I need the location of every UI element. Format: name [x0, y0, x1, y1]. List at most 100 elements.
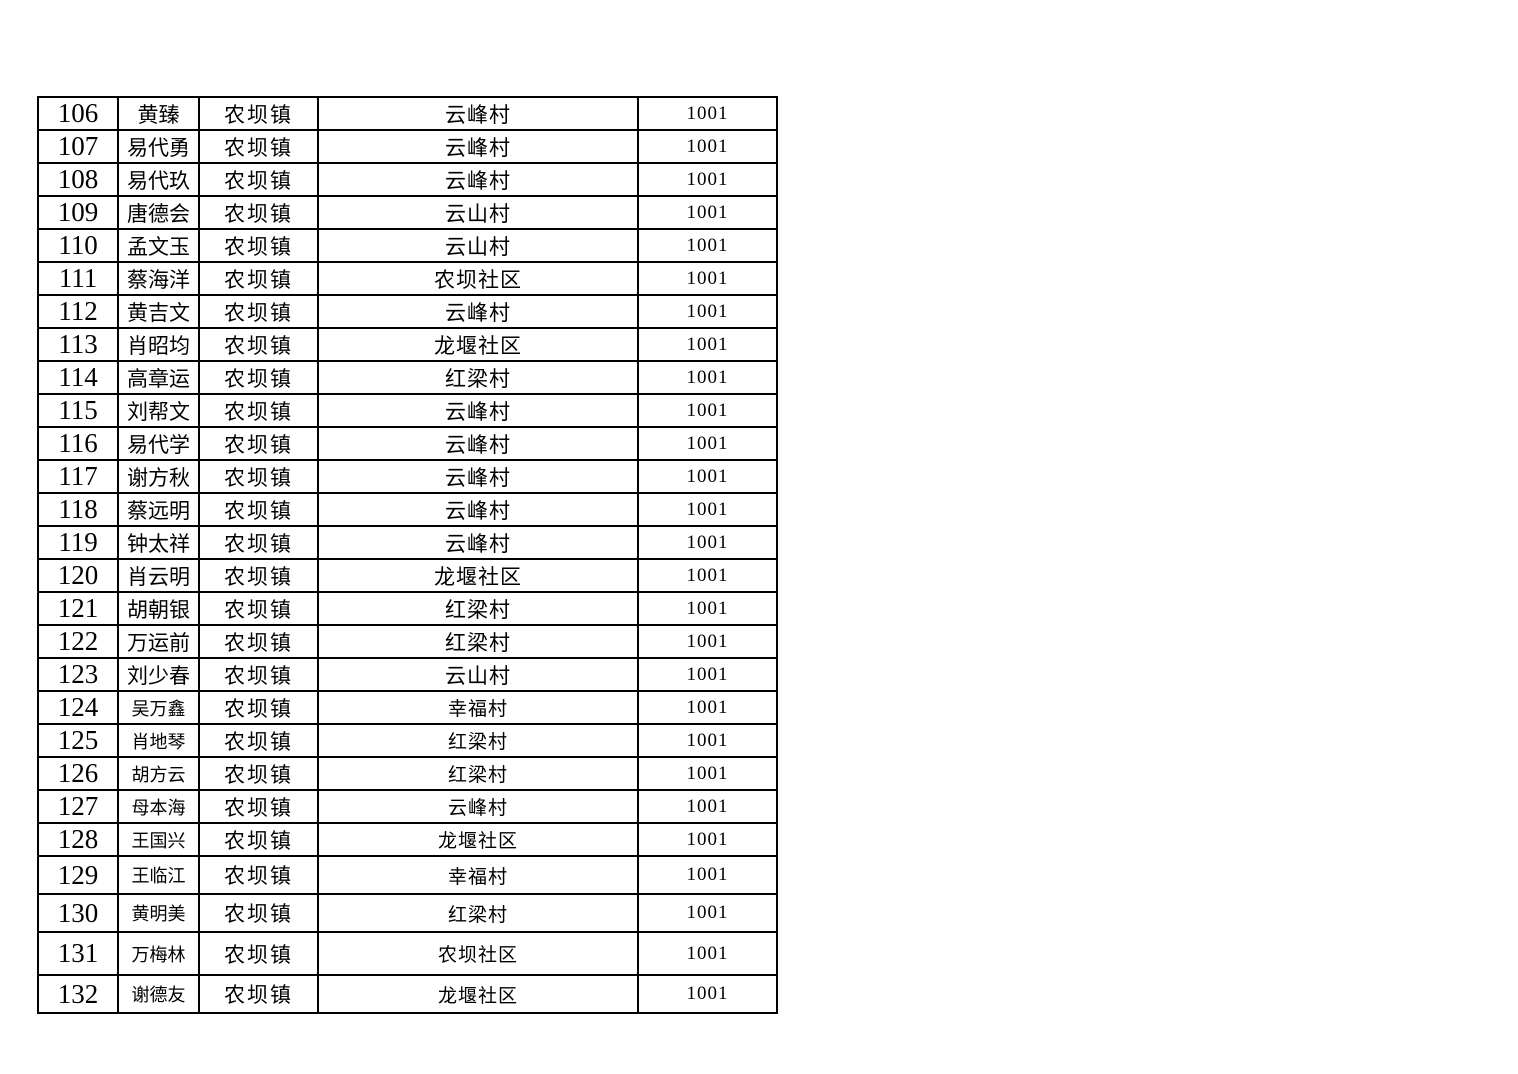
village-cell: 云山村: [317, 657, 639, 692]
name-cell: 易代学: [117, 426, 200, 461]
table-row: 116 易代学 农坝镇 云峰村 1001: [37, 426, 778, 461]
village-cell: 云峰村: [317, 492, 639, 527]
name-cell: 孟文玉: [117, 228, 200, 263]
row-number-cell: 110: [37, 228, 119, 263]
village-cell: 云峰村: [317, 525, 639, 560]
code-cell: 1001: [637, 492, 778, 527]
table-row: 130 黄明美 农坝镇 红梁村 1001: [37, 893, 778, 933]
table-row: 111 蔡海洋 农坝镇 农坝社区 1001: [37, 261, 778, 296]
name-cell: 胡方云: [117, 756, 200, 791]
code-cell: 1001: [637, 525, 778, 560]
name-cell: 万梅林: [117, 931, 200, 976]
row-number-cell: 126: [37, 756, 119, 791]
town-cell: 农坝镇: [198, 393, 319, 428]
code-cell: 1001: [637, 327, 778, 362]
name-cell: 唐德会: [117, 195, 200, 230]
row-number-cell: 123: [37, 657, 119, 692]
row-number-cell: 112: [37, 294, 119, 329]
table-row: 126 胡方云 农坝镇 红梁村 1001: [37, 756, 778, 791]
town-cell: 农坝镇: [198, 195, 319, 230]
town-cell: 农坝镇: [198, 96, 319, 131]
row-number-cell: 125: [37, 723, 119, 758]
town-cell: 农坝镇: [198, 822, 319, 857]
row-number-cell: 118: [37, 492, 119, 527]
row-number-cell: 122: [37, 624, 119, 659]
village-cell: 云峰村: [317, 789, 639, 824]
village-cell: 龙堰社区: [317, 822, 639, 857]
code-cell: 1001: [637, 96, 778, 131]
village-cell: 红梁村: [317, 893, 639, 933]
code-cell: 1001: [637, 162, 778, 197]
table-row: 120 肖云明 农坝镇 龙堰社区 1001: [37, 558, 778, 593]
code-cell: 1001: [637, 228, 778, 263]
table-row: 119 钟太祥 农坝镇 云峰村 1001: [37, 525, 778, 560]
row-number-cell: 116: [37, 426, 119, 461]
village-cell: 云山村: [317, 195, 639, 230]
code-cell: 1001: [637, 690, 778, 725]
code-cell: 1001: [637, 624, 778, 659]
town-cell: 农坝镇: [198, 591, 319, 626]
code-cell: 1001: [637, 723, 778, 758]
name-cell: 易代勇: [117, 129, 200, 164]
village-cell: 红梁村: [317, 723, 639, 758]
row-number-cell: 119: [37, 525, 119, 560]
row-number-cell: 127: [37, 789, 119, 824]
code-cell: 1001: [637, 393, 778, 428]
table-row: 110 孟文玉 农坝镇 云山村 1001: [37, 228, 778, 263]
name-cell: 肖地琴: [117, 723, 200, 758]
name-cell: 高章运: [117, 360, 200, 395]
name-cell: 吴万鑫: [117, 690, 200, 725]
town-cell: 农坝镇: [198, 756, 319, 791]
row-number-cell: 111: [37, 261, 119, 296]
code-cell: 1001: [637, 591, 778, 626]
row-number-cell: 130: [37, 893, 119, 933]
table-row: 112 黄吉文 农坝镇 云峰村 1001: [37, 294, 778, 329]
row-number-cell: 124: [37, 690, 119, 725]
code-cell: 1001: [637, 360, 778, 395]
village-cell: 农坝社区: [317, 261, 639, 296]
code-cell: 1001: [637, 459, 778, 494]
name-cell: 谢德友: [117, 974, 200, 1014]
name-cell: 刘少春: [117, 657, 200, 692]
row-number-cell: 129: [37, 855, 119, 895]
code-cell: 1001: [637, 294, 778, 329]
name-cell: 黄明美: [117, 893, 200, 933]
town-cell: 农坝镇: [198, 459, 319, 494]
table-row: 125 肖地琴 农坝镇 红梁村 1001: [37, 723, 778, 758]
name-cell: 黄吉文: [117, 294, 200, 329]
town-cell: 农坝镇: [198, 525, 319, 560]
code-cell: 1001: [637, 822, 778, 857]
row-number-cell: 108: [37, 162, 119, 197]
village-cell: 红梁村: [317, 624, 639, 659]
table-row: 121 胡朝银 农坝镇 红梁村 1001: [37, 591, 778, 626]
village-cell: 云峰村: [317, 459, 639, 494]
name-cell: 母本海: [117, 789, 200, 824]
code-cell: 1001: [637, 558, 778, 593]
name-cell: 蔡远明: [117, 492, 200, 527]
village-cell: 云峰村: [317, 129, 639, 164]
village-cell: 红梁村: [317, 360, 639, 395]
village-cell: 红梁村: [317, 756, 639, 791]
code-cell: 1001: [637, 974, 778, 1014]
table-row: 131 万梅林 农坝镇 农坝社区 1001: [37, 931, 778, 976]
town-cell: 农坝镇: [198, 974, 319, 1014]
town-cell: 农坝镇: [198, 893, 319, 933]
name-cell: 王国兴: [117, 822, 200, 857]
town-cell: 农坝镇: [198, 294, 319, 329]
town-cell: 农坝镇: [198, 327, 319, 362]
row-number-cell: 120: [37, 558, 119, 593]
code-cell: 1001: [637, 756, 778, 791]
row-number-cell: 132: [37, 974, 119, 1014]
table-row: 122 万运前 农坝镇 红梁村 1001: [37, 624, 778, 659]
name-cell: 黄臻: [117, 96, 200, 131]
name-cell: 蔡海洋: [117, 261, 200, 296]
table-row: 129 王临江 农坝镇 幸福村 1001: [37, 855, 778, 895]
code-cell: 1001: [637, 129, 778, 164]
table-row: 107 易代勇 农坝镇 云峰村 1001: [37, 129, 778, 164]
name-cell: 肖昭均: [117, 327, 200, 362]
code-cell: 1001: [637, 789, 778, 824]
town-cell: 农坝镇: [198, 426, 319, 461]
town-cell: 农坝镇: [198, 789, 319, 824]
village-cell: 云山村: [317, 228, 639, 263]
